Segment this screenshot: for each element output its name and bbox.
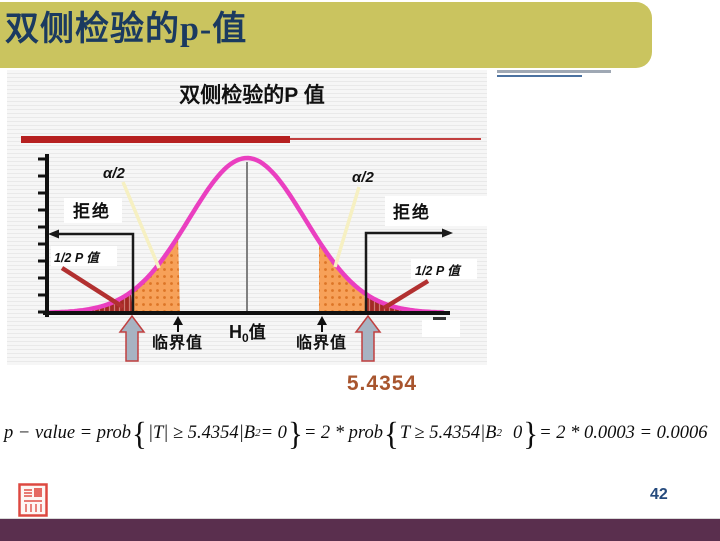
seal-stamp [18, 483, 48, 517]
brace-open-icon: { [132, 414, 147, 452]
minus-dash [433, 317, 446, 320]
alpha-label-right: α/2 [352, 169, 374, 186]
formula-text: = 0 [260, 422, 287, 443]
reject-left-bg [64, 198, 122, 223]
reject-arrow-left-icon [48, 229, 59, 239]
critical-label-left: 临界值 [152, 333, 203, 352]
y-axis-ticks [38, 157, 46, 314]
alpha-region-left [133, 236, 180, 313]
slide-title: 双侧检验的p-值 [5, 11, 248, 48]
formula-text: = 2 * 0.0003 = 0.0006 [539, 422, 708, 443]
formula-subscript: 2 [255, 427, 261, 439]
block-arrow-up-right-icon [354, 314, 382, 362]
reject-right-bg [385, 196, 487, 226]
half-p-pointer-left [60, 266, 125, 309]
formula-text: = 2 * prob [303, 422, 383, 443]
red-bar-thin [290, 138, 481, 140]
block-arrow-up-left-icon [118, 314, 146, 362]
brace-close-icon: } [287, 414, 303, 452]
formula-text: 0 [512, 422, 523, 443]
alpha-pointer-left [121, 181, 161, 269]
title-underline-blue [497, 75, 582, 77]
p-value-formula: p − value = prob{|T| ≥ 5.4354 |B 2 = 0} = 2 … [4, 414, 716, 452]
brace-open-icon: { [383, 414, 399, 452]
brace-close-icon: } [523, 414, 539, 452]
half-p-right-bg [411, 259, 477, 279]
bottom-bar [0, 518, 720, 541]
formula-text: |B [480, 422, 497, 443]
reject-arrow-right-icon [442, 228, 453, 238]
figure-svg: 双侧检验的P 值 α/2 α/2 拒绝 拒绝 1/2 P 值 1/2 P 值 临… [21, 83, 487, 362]
critical-arrow-left-head [173, 316, 183, 325]
critical-label-right: 临界值 [296, 333, 347, 352]
figure-title: 双侧检验的P 值 [179, 83, 324, 107]
alpha-label-left: α/2 [103, 165, 125, 182]
reject-bracket-left [58, 232, 135, 311]
y-axis [45, 154, 49, 317]
formula-text: T ≥ 5.4354 [399, 422, 481, 443]
half-p-left-bg [51, 246, 117, 266]
page-number: 42 [650, 486, 668, 503]
alpha-pointer-right [333, 186, 361, 268]
x-axis [43, 311, 450, 315]
title-bar: 双侧检验的p-值 [0, 2, 652, 68]
red-bar-thick [21, 136, 290, 143]
reject-label-right: 拒绝 [393, 202, 431, 222]
title-underline-gray [497, 70, 611, 73]
half-p-label-left: 1/2 P 值 [54, 251, 101, 265]
critical-arrow-right-head [317, 316, 327, 325]
distribution-figure: 双侧检验的P 值 α/2 α/2 拒绝 拒绝 1/2 P 值 1/2 P 值 临… [7, 70, 487, 365]
reject-bracket-right [364, 231, 443, 311]
half-p-pointer-right [382, 279, 430, 310]
formula-text: |T| ≥ 5.4354 [147, 422, 239, 443]
bottom-right-box [422, 320, 460, 337]
reject-label-left: 拒绝 [73, 201, 111, 221]
h0-label: H0值 [229, 322, 266, 345]
half-p-label-right: 1/2 P 值 [415, 264, 462, 278]
formula-text: |B [238, 422, 256, 443]
formula-text: p − value = prob [4, 422, 132, 443]
t-statistic-value: 5.4354 [346, 372, 418, 395]
formula-subscript: 2 [496, 427, 502, 439]
